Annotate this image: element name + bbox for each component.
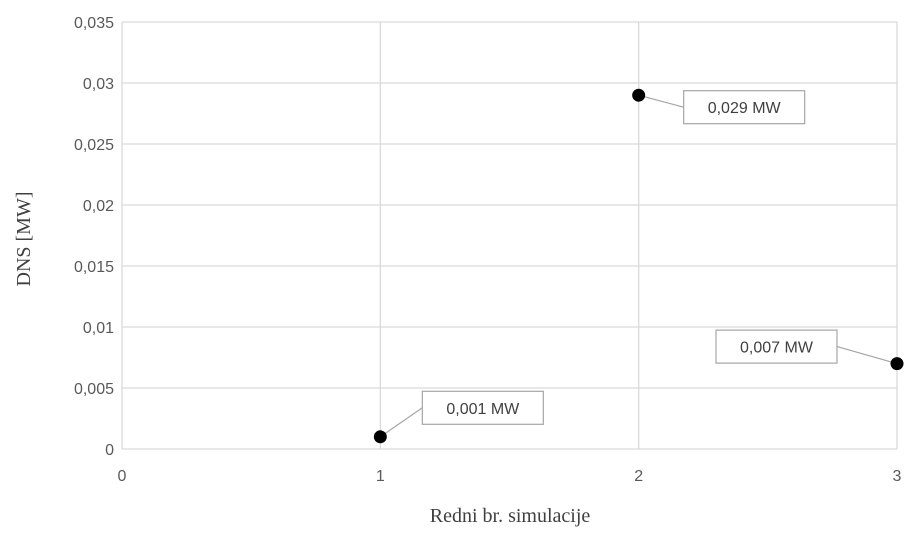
data-label-leader [379, 407, 423, 438]
data-points [373, 88, 904, 444]
y-tick-label: 0,035 [74, 15, 114, 32]
data-label-text: 0,007 MW [740, 340, 814, 357]
data-label-text: 0,001 MW [446, 401, 520, 418]
y-tick-label: 0,02 [83, 198, 114, 215]
x-tick-label: 3 [893, 468, 902, 485]
data-label-box [421, 390, 544, 425]
y-tick-label: 0,025 [74, 137, 114, 154]
data-label: 0,001 MW [379, 390, 544, 438]
data-labels: 0,001 MW 0,029 MW 0,007 MW [379, 90, 898, 438]
y-tick-label: 0,015 [74, 259, 114, 276]
grid [121, 21, 898, 450]
y-tick-label: 0,005 [74, 381, 114, 398]
x-axis-title: Redni br. simulacije [430, 505, 591, 527]
tick-labels: 0 0,005 0,01 0,015 0,02 0,025 0,03 0,035 0 1 2 3 [74, 15, 902, 485]
data-point [890, 357, 904, 371]
data-point [632, 88, 646, 102]
data-label-leader [836, 346, 898, 365]
x-tick-label: 2 [634, 468, 643, 485]
data-label: 0,029 MW [638, 90, 806, 125]
y-axis-title: DNS [MW] [13, 192, 35, 287]
data-label-box [715, 329, 838, 364]
x-tick-label: 0 [118, 468, 127, 485]
data-label: 0,007 MW [715, 329, 898, 365]
y-tick-label: 0 [105, 442, 114, 459]
data-label-leader [638, 94, 684, 108]
y-tick-label: 0,03 [83, 76, 114, 93]
y-tick-label: 0,01 [83, 320, 114, 337]
data-label-box [683, 90, 806, 125]
x-tick-label: 1 [376, 468, 385, 485]
data-point [373, 430, 387, 444]
data-label-text: 0,029 MW [708, 100, 782, 117]
